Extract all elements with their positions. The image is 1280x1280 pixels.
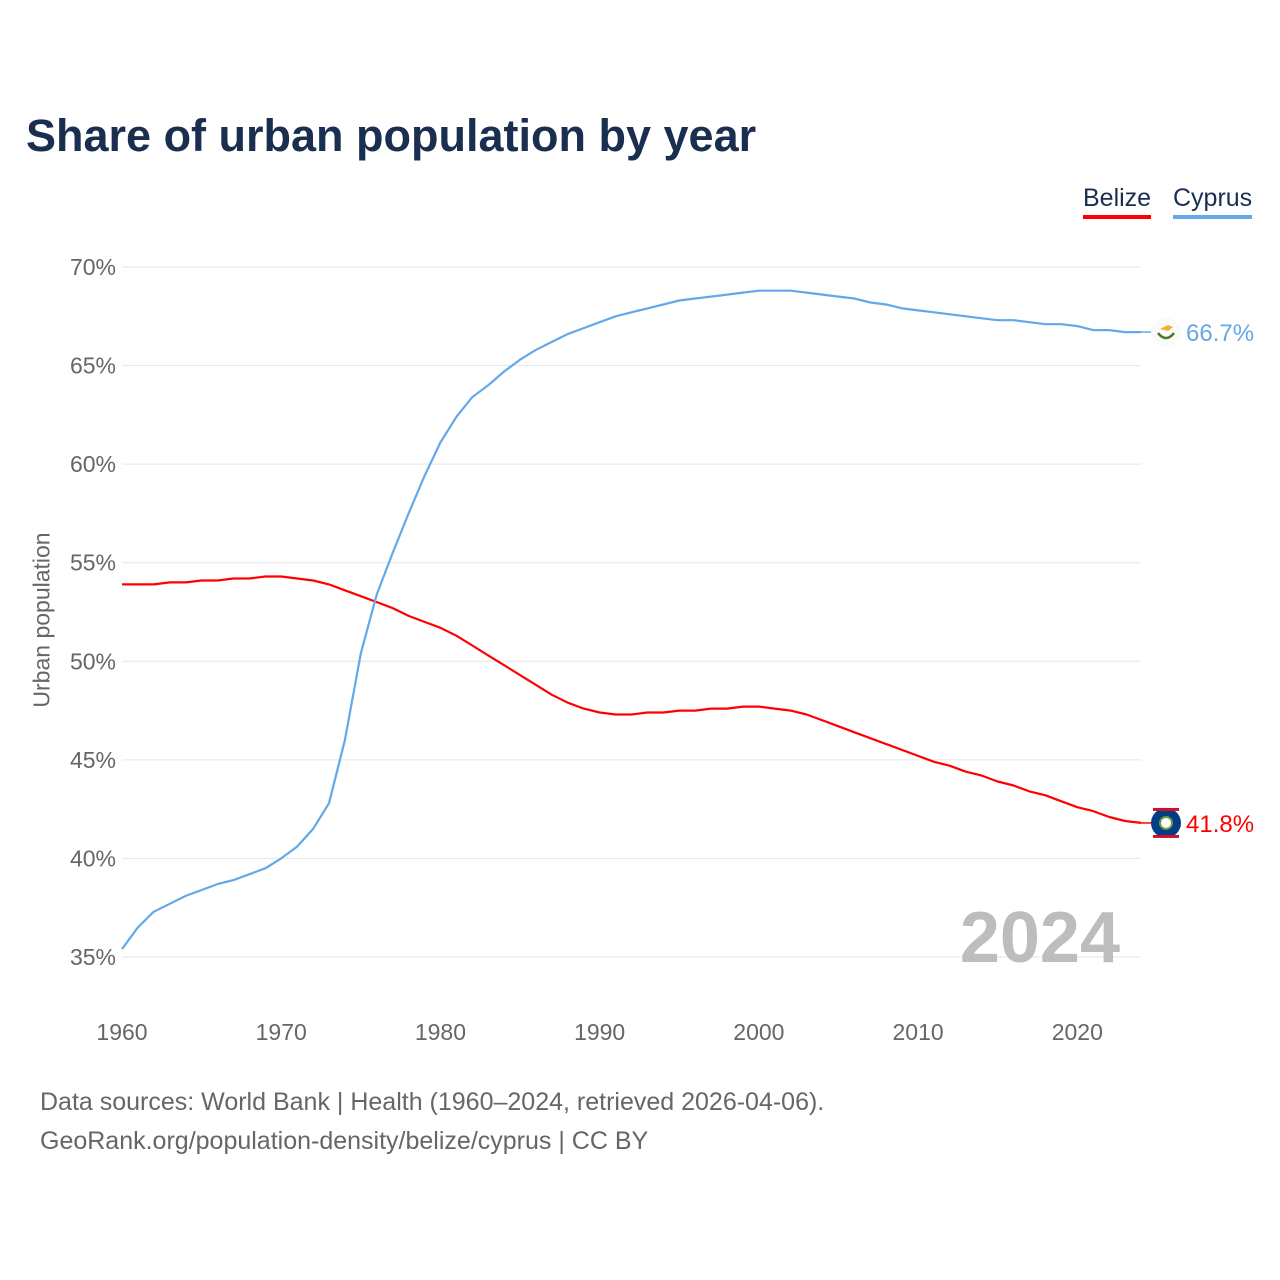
flag-emblem — [1159, 815, 1173, 830]
flag-stripe — [1153, 834, 1179, 838]
series-line-belize — [122, 575, 1142, 824]
x-tick-label: 1990 — [574, 1019, 625, 1045]
x-tick-label: 2000 — [733, 1019, 784, 1045]
end-value-label: 66.7% — [1186, 320, 1254, 347]
end-value-label: 41.8% — [1186, 811, 1254, 838]
source-line-1: Data sources: World Bank | Health (1960–… — [40, 1088, 825, 1116]
flag-island — [1160, 325, 1173, 332]
series-line-cyprus — [121, 289, 1141, 950]
source-line-2[interactable]: GeoRank.org/population-density/belize/cy… — [40, 1127, 649, 1155]
x-tick-label: 2010 — [893, 1019, 944, 1045]
x-tick-label: 1980 — [415, 1019, 466, 1045]
y-tick-label: 60% — [70, 451, 116, 477]
x-tick-label: 1960 — [96, 1019, 147, 1045]
flag-olive — [1157, 332, 1175, 340]
legend-belize[interactable]: Belize — [1083, 184, 1152, 219]
legend-cyprus[interactable]: Cyprus — [1173, 184, 1253, 219]
y-tick-label: 70% — [70, 254, 116, 280]
year-watermark: 2024 — [960, 898, 1120, 978]
x-tick-label: 1970 — [256, 1019, 307, 1045]
y-tick-label: 55% — [70, 550, 116, 576]
y-tick-label: 65% — [70, 353, 116, 379]
x-tick-label: 2020 — [1052, 1019, 1103, 1045]
y-tick-label: 40% — [70, 845, 116, 871]
cyprus-flag-icon — [1151, 317, 1181, 348]
y-tick-label: 45% — [70, 747, 116, 773]
y-tick-label: 50% — [70, 648, 116, 674]
y-tick-label: 35% — [70, 944, 116, 970]
flag-stripe — [1153, 807, 1179, 811]
chart-title: Share of urban population by year — [26, 110, 757, 161]
